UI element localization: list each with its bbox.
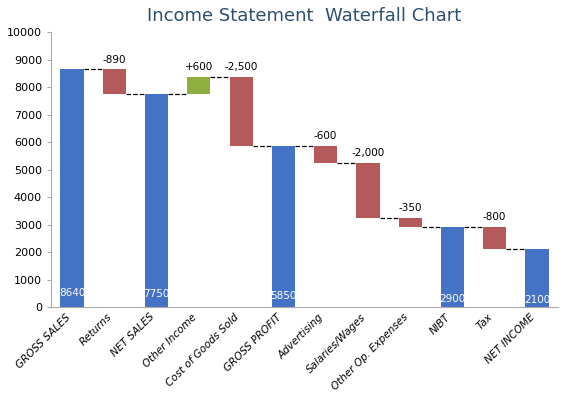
- Text: -600: -600: [314, 131, 337, 141]
- Bar: [103, 69, 126, 94]
- Text: 2100: 2100: [524, 295, 550, 305]
- Bar: [145, 94, 168, 307]
- Bar: [314, 146, 337, 163]
- Bar: [187, 77, 211, 94]
- Text: 2900: 2900: [440, 294, 466, 304]
- Title: Income Statement  Waterfall Chart: Income Statement Waterfall Chart: [147, 7, 462, 25]
- Text: -2,500: -2,500: [224, 63, 258, 73]
- Bar: [441, 227, 464, 307]
- Text: +600: +600: [185, 63, 213, 73]
- Text: -350: -350: [398, 203, 422, 213]
- Bar: [229, 77, 253, 146]
- Text: 5850: 5850: [270, 290, 297, 300]
- Bar: [398, 218, 422, 227]
- Text: -890: -890: [103, 55, 126, 65]
- Text: 7750: 7750: [144, 288, 170, 298]
- Bar: [483, 227, 506, 249]
- Text: -2,000: -2,000: [351, 148, 385, 158]
- Bar: [525, 249, 549, 307]
- Text: -800: -800: [483, 212, 506, 222]
- Text: 8640: 8640: [59, 288, 85, 298]
- Bar: [60, 69, 84, 307]
- Bar: [272, 146, 295, 307]
- Bar: [357, 163, 380, 218]
